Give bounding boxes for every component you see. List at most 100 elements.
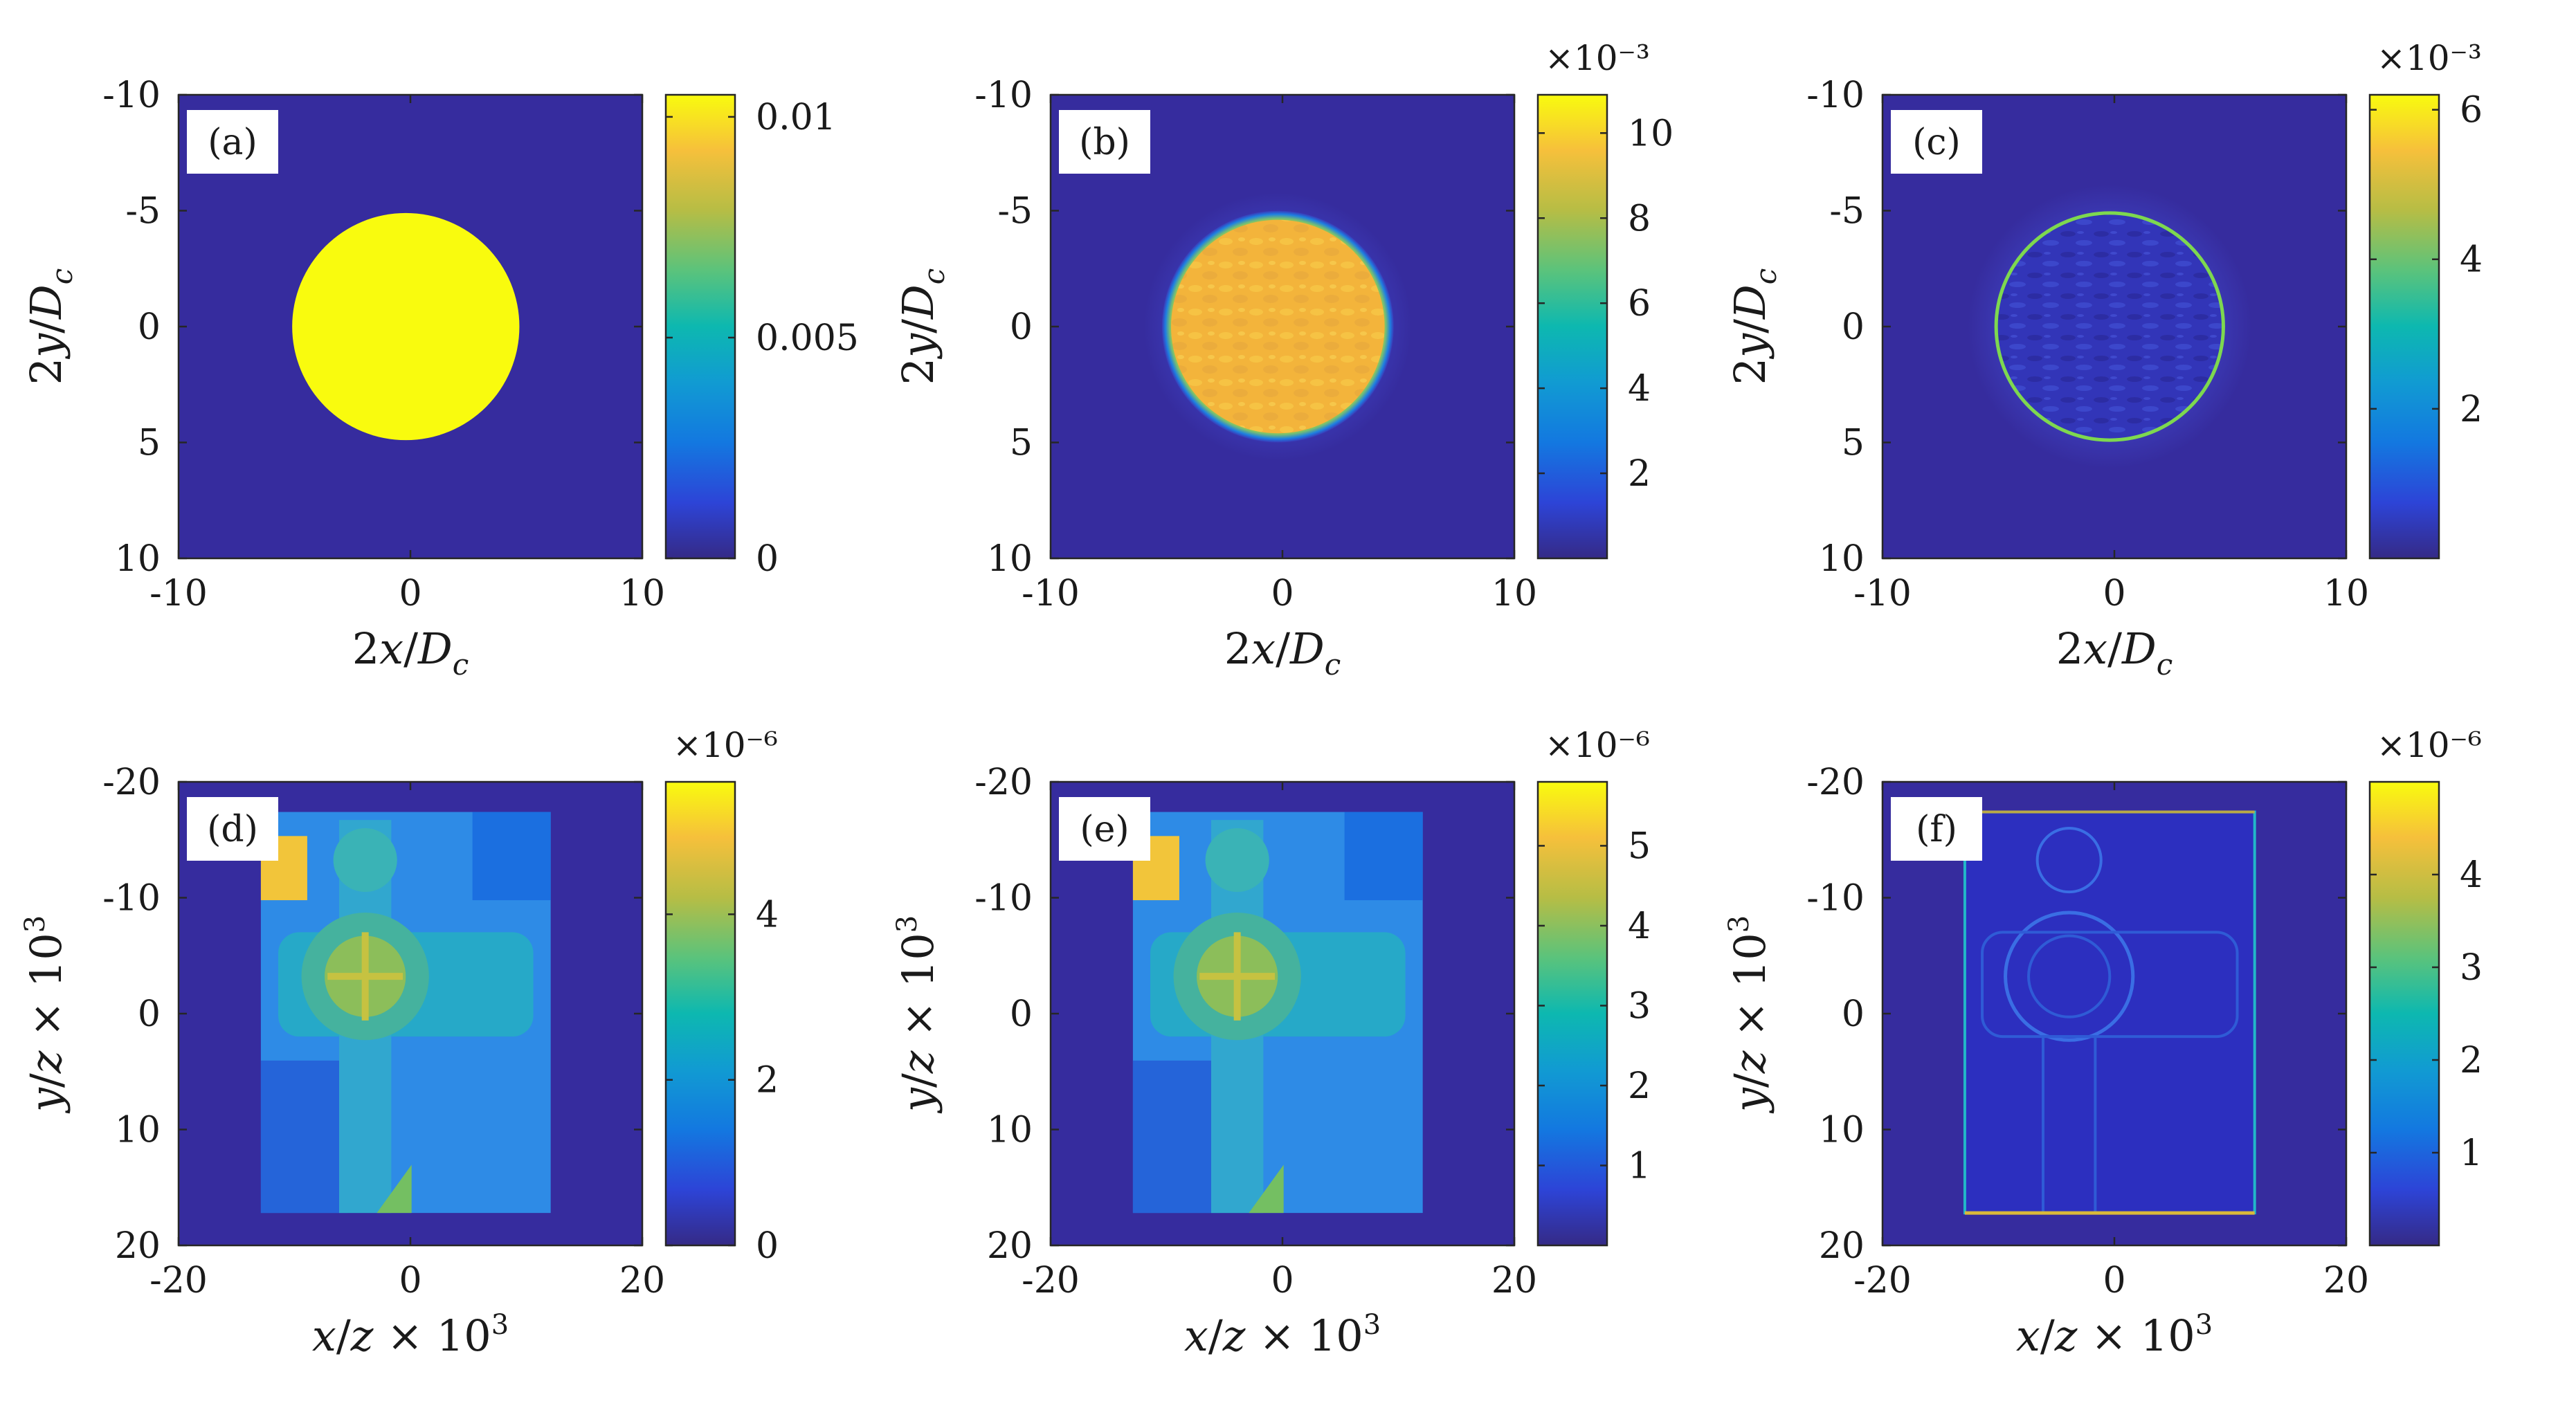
- y-tick-label: 10: [1819, 1110, 1865, 1151]
- y-tick-label: 10: [1819, 538, 1865, 580]
- y-tick-label: 20: [1819, 1225, 1865, 1267]
- x-tick-label: 20: [2323, 1260, 2369, 1301]
- y-axis-label-group: 2y/Dc: [21, 268, 79, 385]
- x-axis-label: x/z × 103: [312, 1309, 509, 1361]
- y-tick-label: 20: [987, 1225, 1033, 1267]
- colorbar: [664, 93, 736, 560]
- y-axis-label: y/z × 103: [1723, 915, 1775, 1114]
- y-axis-label: y/z × 103: [19, 915, 71, 1114]
- error-interior: [1997, 214, 2222, 439]
- panel-tag: (b): [1079, 122, 1130, 163]
- colorbar: [1536, 780, 1608, 1247]
- x-tick-label: -20: [149, 1260, 208, 1301]
- colorbar-tick-label: 4: [2460, 239, 2483, 281]
- x-axis-label: 2x/Dc: [352, 623, 469, 682]
- y-tick-label: -20: [102, 762, 161, 803]
- x-tick-label: -10: [149, 573, 208, 614]
- colorbar-tick-label: 8: [1628, 198, 1651, 239]
- y-axis-label: 2y/Dc: [1725, 268, 1783, 385]
- y-axis-label-group: 2y/Dc: [893, 268, 951, 385]
- colorbar: [1536, 93, 1608, 560]
- panel-tag-box: [1891, 110, 1982, 174]
- y-tick-label: -10: [1806, 878, 1865, 920]
- colorbar-tick-label: 1: [2460, 1133, 2483, 1174]
- x-axis-label: x/z × 103: [2016, 1309, 2213, 1361]
- x-tick-label: -10: [1853, 573, 1912, 614]
- panel-tag: (c): [1912, 122, 1961, 163]
- x-axis-label: 2x/Dc: [1224, 623, 1341, 682]
- x-tick-label: 0: [1271, 1260, 1294, 1301]
- x-axis-label: 2x/Dc: [2056, 623, 2173, 682]
- x-tick-label: 20: [1491, 1260, 1537, 1301]
- colorbar-exponent: ×10⁻³: [2377, 38, 2482, 78]
- x-tick-label: -10: [1022, 573, 1080, 614]
- panel-tag-box: [1059, 797, 1150, 861]
- image-field: [1963, 810, 2256, 1215]
- colorbar-tick-label: 5: [1628, 825, 1651, 867]
- colorbar-tick-label: 0.01: [756, 97, 836, 138]
- colorbar: [664, 780, 736, 1247]
- colorbar-tick-label: 0: [756, 538, 779, 580]
- y-tick-label: -10: [1806, 75, 1865, 116]
- colorbar-tick-label: 2: [1628, 453, 1651, 495]
- colorbar-exponent: ×10⁻³: [1545, 38, 1650, 78]
- x-axis-label: x/z × 103: [1184, 1309, 1381, 1361]
- colorbar-tick-label: 2: [756, 1060, 779, 1101]
- y-tick-label: -5: [1829, 191, 1865, 232]
- y-tick-label: -20: [1806, 762, 1865, 803]
- y-tick-label: 10: [115, 538, 161, 580]
- colorbar-tick-label: 4: [2460, 854, 2483, 896]
- colorbar-tick-label: 2: [2460, 1040, 2483, 1081]
- y-tick-label: 0: [1842, 994, 1865, 1035]
- colorbar-tick-label: 2: [1628, 1066, 1651, 1107]
- x-tick-label: 0: [399, 573, 421, 614]
- y-tick-label: 10: [987, 1110, 1033, 1151]
- y-tick-label: -20: [974, 762, 1033, 803]
- x-tick-label: 0: [2103, 1260, 2125, 1301]
- panel-tag: (a): [208, 122, 257, 163]
- colorbar: [2368, 93, 2440, 560]
- x-tick-label: 0: [1271, 573, 1294, 614]
- colorbar-tick-label: 0.005: [756, 318, 859, 359]
- y-tick-label: 10: [115, 1110, 161, 1151]
- x-tick-label: 10: [2323, 573, 2369, 614]
- panel-tag-box: [187, 797, 278, 861]
- x-tick-label: 20: [619, 1260, 665, 1301]
- y-tick-label: -5: [997, 191, 1033, 232]
- colorbar-tick-label: 0: [756, 1225, 779, 1267]
- dark-region: [472, 812, 551, 901]
- medallion-cross: [1199, 932, 1276, 1021]
- top-medallion: [333, 828, 397, 893]
- medallion-core-edge: [2027, 934, 2112, 1018]
- colorbar-tick-label: 6: [1628, 283, 1651, 324]
- reconstructed-disk: [1170, 219, 1385, 434]
- colorbar-exponent: ×10⁻⁶: [1545, 725, 1650, 765]
- colorbar-tick-label: 4: [1628, 368, 1651, 410]
- x-tick-label: 0: [2103, 573, 2125, 614]
- colorbar-tick-label: 6: [2460, 90, 2483, 131]
- shadow-region: [1132, 1060, 1220, 1214]
- y-tick-label: 5: [1842, 423, 1865, 464]
- colorbar-tick-label: 4: [1628, 906, 1651, 947]
- base-highlight: [377, 1164, 412, 1214]
- y-axis-label: y/z × 103: [891, 915, 943, 1114]
- y-axis-label: 2y/Dc: [21, 268, 79, 385]
- dark-region: [1344, 812, 1423, 901]
- colorbar-tick-label: 2: [2460, 389, 2483, 430]
- y-tick-label: 0: [1010, 994, 1033, 1035]
- top-medallion-edge: [2035, 827, 2103, 894]
- colorbar-tick-label: 10: [1628, 113, 1674, 154]
- uniform-disk: [292, 212, 520, 441]
- base-highlight: [1249, 1164, 1284, 1214]
- y-tick-label: 0: [1010, 307, 1033, 348]
- panel-tag: (f): [1916, 809, 1957, 850]
- top-medallion: [1205, 828, 1269, 893]
- colorbar: [2368, 780, 2440, 1247]
- y-axis-label-group: y/z × 103: [19, 915, 71, 1114]
- cross-arms-edge: [1981, 931, 2239, 1039]
- y-axis-label-group: y/z × 103: [891, 915, 943, 1114]
- y-tick-label: 5: [138, 423, 161, 464]
- x-tick-label: -20: [1853, 1260, 1912, 1301]
